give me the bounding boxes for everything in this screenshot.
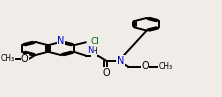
Text: N: N: [117, 55, 124, 66]
Text: H: H: [91, 47, 97, 56]
Text: CH₃: CH₃: [1, 55, 15, 63]
Text: O: O: [103, 68, 110, 78]
Text: Cl: Cl: [90, 37, 99, 46]
Text: O: O: [21, 54, 29, 64]
Text: CH₃: CH₃: [159, 62, 173, 71]
Text: O: O: [141, 61, 149, 71]
Text: N: N: [57, 36, 65, 46]
Text: N: N: [87, 46, 94, 55]
